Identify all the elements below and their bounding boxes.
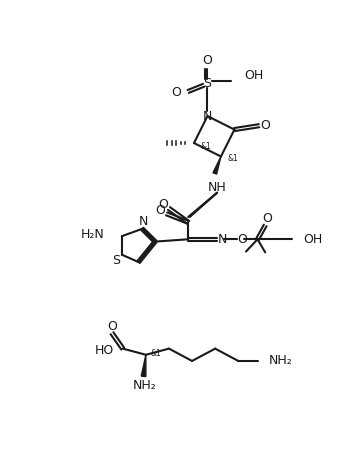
Text: S: S [112, 254, 120, 267]
Text: N: N [218, 233, 227, 246]
Text: O: O [158, 198, 168, 211]
Text: O: O [262, 212, 272, 225]
Text: &1: &1 [227, 154, 238, 163]
Text: O: O [237, 233, 247, 246]
Polygon shape [141, 355, 146, 376]
Text: O: O [107, 320, 117, 333]
Text: O: O [172, 86, 182, 99]
Text: NH: NH [208, 181, 227, 194]
Text: HO: HO [94, 344, 113, 357]
Text: O: O [202, 54, 213, 67]
Text: O: O [260, 119, 270, 132]
Text: NH₂: NH₂ [132, 379, 156, 392]
Text: &1: &1 [200, 142, 211, 151]
Text: OH: OH [304, 233, 323, 246]
Text: H₂N: H₂N [81, 228, 105, 241]
Polygon shape [213, 157, 221, 174]
Text: &1: &1 [150, 349, 161, 358]
Text: O: O [155, 204, 165, 217]
Text: N: N [203, 109, 212, 123]
Text: S: S [204, 77, 211, 90]
Text: OH: OH [244, 69, 264, 82]
Text: N: N [139, 215, 148, 228]
Text: NH₂: NH₂ [269, 355, 293, 367]
